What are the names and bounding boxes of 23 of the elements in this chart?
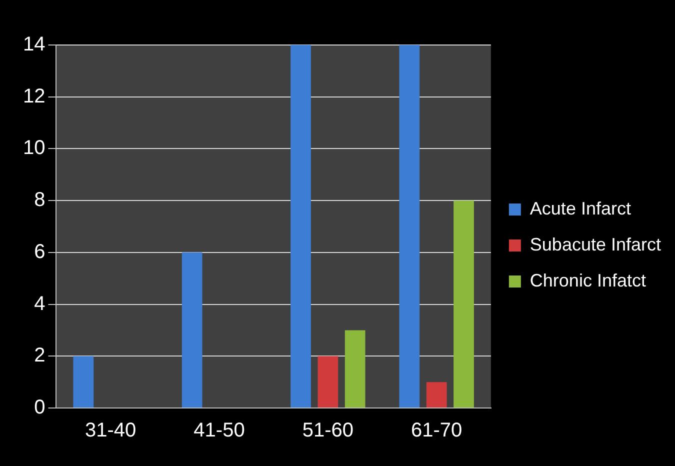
y-tick-label: 6 [34,240,46,263]
y-tick-label: 4 [34,292,46,315]
legend-label: Acute Infarct [530,198,631,218]
bar [182,252,202,408]
bar [344,330,366,408]
y-tick-label: 2 [34,344,46,367]
y-tick-label: 10 [22,137,46,160]
bar [318,356,338,408]
x-tick-label: 61-70 [411,420,462,442]
bar [290,45,311,408]
legend-label: Chronic Infatct [530,270,646,290]
bar [426,382,447,408]
x-tick-label: 51-60 [302,420,354,442]
y-tick-label: 8 [34,189,46,212]
bar [73,356,94,408]
bar [399,45,420,408]
bar [454,200,474,408]
legend-label: Subacute Infarct [530,234,662,254]
x-tick-label: 41-50 [194,420,245,442]
y-tick-label: 0 [34,396,46,419]
y-tick-label: 14 [22,34,46,56]
x-tick-label: 31-40 [85,420,136,442]
y-tick-label: 12 [22,85,46,108]
